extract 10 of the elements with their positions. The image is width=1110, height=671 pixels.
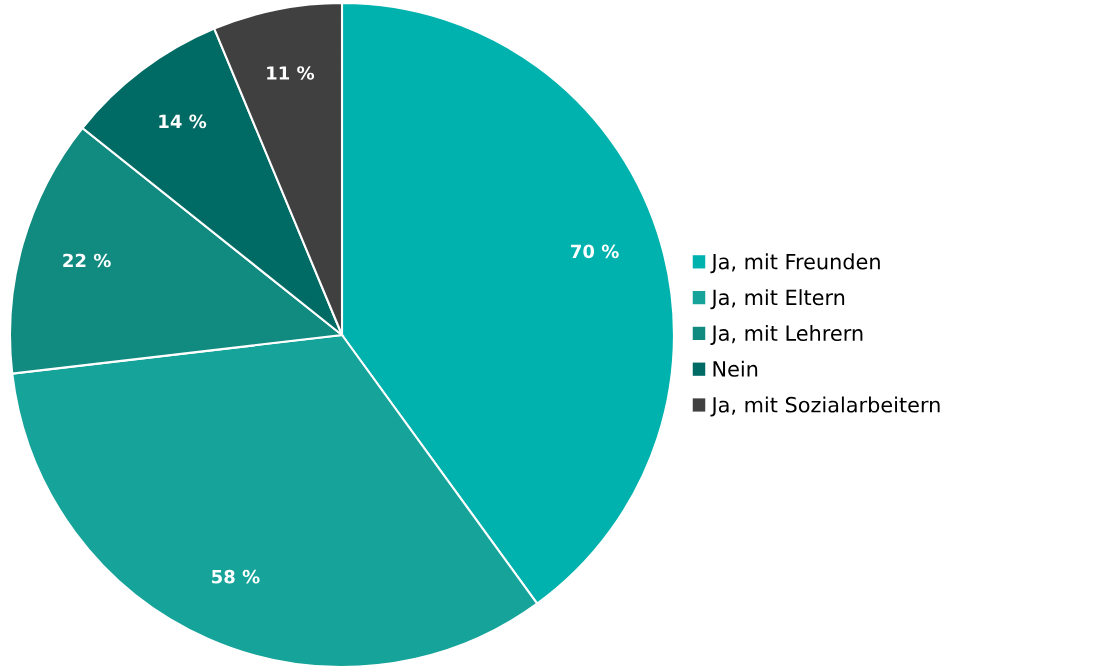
legend-label: Ja, mit Eltern <box>710 289 845 310</box>
data-label: 11 % <box>267 66 315 80</box>
data-label: 22 % <box>63 253 111 268</box>
legend-label: Ja, mit Sozialarbeitern <box>710 396 940 417</box>
data-label: 70 % <box>571 244 619 259</box>
legend-label: Ja, mit Freunden <box>710 253 880 274</box>
legend-label: Ja, mit Lehrern <box>710 324 863 345</box>
legend-label: Nein <box>713 360 758 377</box>
data-label: 58 % <box>212 569 260 584</box>
data-label: 14 % <box>159 114 207 129</box>
